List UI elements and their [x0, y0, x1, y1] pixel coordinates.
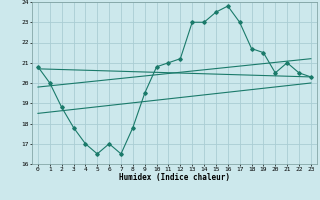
- X-axis label: Humidex (Indice chaleur): Humidex (Indice chaleur): [119, 173, 230, 182]
